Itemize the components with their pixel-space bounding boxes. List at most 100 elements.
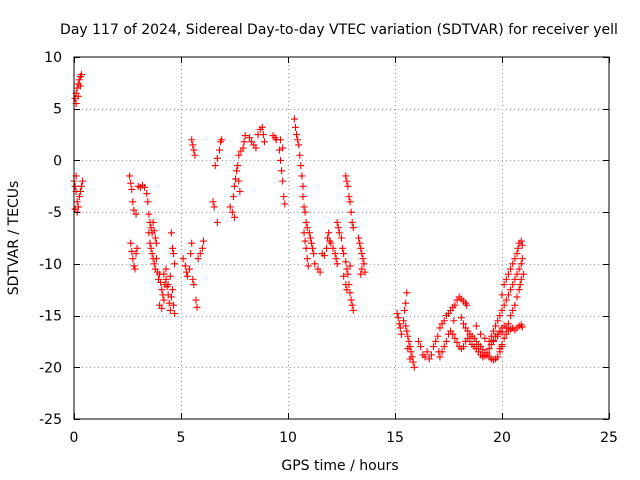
- data-point: [228, 208, 236, 216]
- data-point: [157, 278, 165, 286]
- data-point: [406, 355, 414, 363]
- data-point: [485, 337, 493, 345]
- data-point: [442, 337, 450, 345]
- data-point: [502, 296, 510, 304]
- data-point: [164, 281, 172, 289]
- data-point: [213, 218, 221, 226]
- data-point: [402, 299, 410, 307]
- data-point: [79, 177, 87, 185]
- y-tick-label: -10: [39, 257, 62, 273]
- data-point: [401, 306, 409, 314]
- data-point: [331, 250, 339, 258]
- data-point: [404, 332, 412, 340]
- data-point: [440, 317, 448, 325]
- data-point: [393, 310, 401, 318]
- data-point: [236, 187, 244, 195]
- data-point: [158, 286, 166, 294]
- data-point: [346, 198, 354, 206]
- data-point: [513, 270, 521, 278]
- data-point: [258, 123, 266, 131]
- data-point: [129, 255, 137, 263]
- data-point: [171, 260, 179, 268]
- x-tick-label: 0: [70, 430, 79, 446]
- y-tick-label: 0: [53, 153, 62, 169]
- x-tick-label: 25: [600, 430, 618, 446]
- data-point: [509, 306, 517, 314]
- data-point: [494, 332, 502, 340]
- chart-title: Day 117 of 2024, Sidereal Day-to-day VTE…: [60, 22, 618, 38]
- data-point: [148, 250, 156, 258]
- data-point: [509, 260, 517, 268]
- y-tick-label: -20: [39, 360, 62, 376]
- data-point: [132, 210, 140, 218]
- data-point: [496, 345, 504, 353]
- y-tick-label: 5: [53, 102, 62, 118]
- data-point: [130, 206, 138, 214]
- data-point: [438, 348, 446, 356]
- data-point: [348, 218, 356, 226]
- data-point: [162, 275, 170, 283]
- data-point: [507, 312, 515, 320]
- data-point: [260, 138, 268, 146]
- data-point: [149, 218, 157, 226]
- data-point: [281, 200, 289, 208]
- data-point: [332, 255, 340, 263]
- data-point: [187, 250, 195, 258]
- data-point: [511, 275, 519, 283]
- data-point: [397, 330, 405, 338]
- data-point: [231, 182, 238, 190]
- data-point: [295, 141, 303, 149]
- y-axis-label: SDTVAR / TECUs: [6, 181, 22, 296]
- data-point: [323, 244, 331, 252]
- data-point: [152, 255, 160, 263]
- data-point: [511, 255, 519, 263]
- data-point: [513, 250, 521, 258]
- data-point: [357, 244, 365, 252]
- data-point: [301, 237, 309, 245]
- data-point: [417, 343, 425, 351]
- data-point: [299, 193, 307, 201]
- data-point: [241, 132, 249, 140]
- data-point: [459, 343, 467, 351]
- data-point: [129, 198, 137, 206]
- data-point: [344, 270, 352, 278]
- data-point: [132, 250, 140, 258]
- data-point: [347, 296, 355, 304]
- data-point: [347, 208, 355, 216]
- data-point: [489, 336, 497, 344]
- data-point: [308, 239, 316, 247]
- data-point: [343, 286, 351, 294]
- data-point: [504, 270, 512, 278]
- y-tick-label: 10: [44, 50, 62, 66]
- data-point: [343, 265, 351, 273]
- data-point: [75, 76, 83, 84]
- data-point: [356, 239, 364, 247]
- data-point: [182, 268, 190, 276]
- data-point: [127, 239, 135, 247]
- data-point: [329, 244, 337, 252]
- plot-frame: [73, 56, 610, 420]
- data-point: [394, 314, 402, 322]
- data-point: [513, 293, 521, 301]
- data-point: [229, 193, 237, 201]
- data-point: [430, 343, 438, 351]
- data-point: [245, 134, 253, 142]
- data-point: [334, 224, 342, 232]
- data-point: [144, 198, 152, 206]
- y-tick-label: -25: [39, 412, 62, 428]
- data-point: [403, 289, 411, 297]
- data-point: [193, 303, 201, 311]
- axis-ticks: [74, 57, 610, 420]
- data-point: [168, 286, 176, 294]
- data-point: [294, 136, 302, 144]
- data-point: [342, 258, 350, 266]
- data-point: [517, 237, 525, 245]
- data-point: [515, 286, 523, 294]
- data-point: [239, 144, 247, 152]
- data-point: [403, 327, 411, 335]
- data-point: [196, 250, 204, 258]
- data-point: [278, 167, 286, 175]
- data-point: [498, 291, 506, 299]
- data-point: [277, 136, 285, 144]
- data-point: [342, 172, 350, 180]
